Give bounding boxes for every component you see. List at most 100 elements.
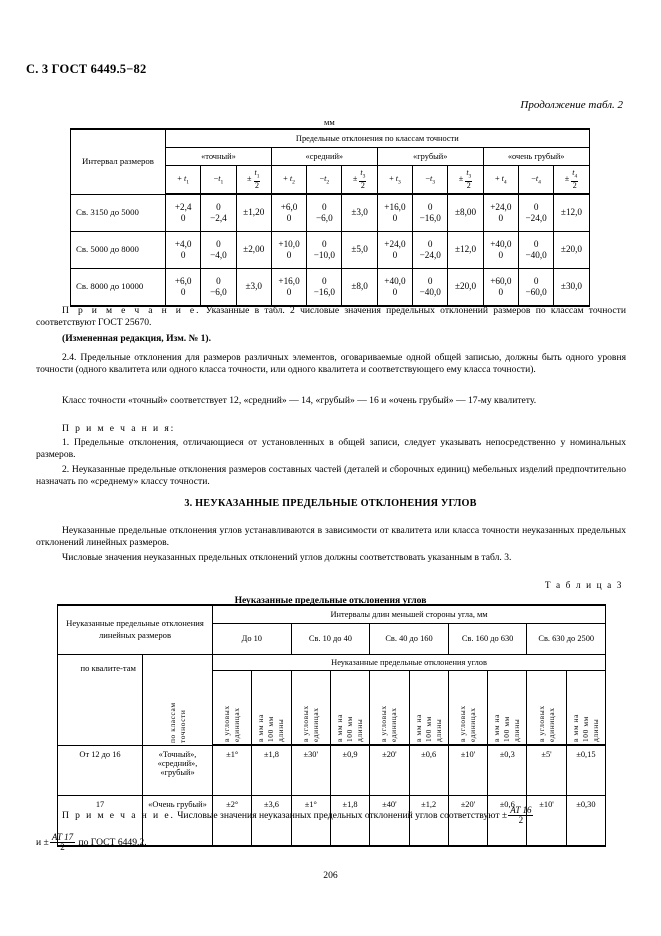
table-2-cell: 0 −10,0 [306,231,343,269]
table-2-cell: ±20,0 [553,231,590,269]
table-3-left-header: Неуказанные предельные отклонения линейн… [56,604,214,655]
table-2-col-plus-t3: + t3 [376,165,414,195]
table-2-cell: 0 −6,0 [306,193,343,232]
table-3-col-mm: в мм на 100 мм длины [251,670,292,746]
table-2-cell: ±30,0 [553,268,590,307]
table-3-col-angular: в угловых единицах [447,670,489,746]
table-2-row-header: Интервал размеров [70,128,166,195]
table-2-cell: 0 −6,0 [200,268,237,307]
table-row: От 12 до 16 «Точный», «средний», «грубый… [57,744,607,796]
table-3-col-angular: в угловых единицах [369,670,410,746]
table-3-caption: Неуказанные предельные отклонения углов [234,595,427,606]
notes-lead: П р и м е ч а н и я: [62,423,176,434]
table-3-cell: ±5' [526,744,567,796]
table-2-cell: +16,0 0 [376,193,414,232]
table-2-row-label: Св. 3150 до 5000 [70,193,166,232]
note-lead: П р и м е ч а н и е. [62,305,201,316]
table-3-col-mm: в мм на 100 мм длины [487,670,528,746]
table-2-cell: ±12,0 [447,231,484,269]
table-row: 17 «Очень грубый» ±2° ±3,6 ±1° ±1,8 ±40'… [57,794,607,847]
revision-note: (Измененная редакция, Изм. № 1). [62,333,212,344]
table-3-col-class: по классам точности [141,654,214,746]
table-2-wrapper: Интервал размеров Предельные отклонения … [70,128,590,307]
clause-2-4: 2.4. Предельные отклонения для размеров … [36,352,626,376]
table-3-interval: До 10 [212,623,292,655]
table-2-cell: +16,0 0 [270,268,308,307]
table-2-span-header: Предельные отклонения по классам точност… [165,128,590,148]
table-3-wrapper: Неуказанные предельные отклонения линейн… [56,604,607,847]
table-2-cell: +6,0 0 [270,193,308,232]
table-2-group-row: «точный» «средний» «грубый» «очень грубы… [71,147,590,166]
footnote-text-2: по ГОСТ 6449.2. [76,837,147,849]
table-2-cell: +60,0 0 [482,268,519,307]
table-2-cell: +24,0 0 [376,231,414,269]
table-2-col-plus-t2: + t2 [270,165,308,195]
table-2-cell: ±1,20 [235,193,272,232]
table-3: Неуказанные предельные отклонения линейн… [56,604,607,847]
table-3-col-mm: в мм на 100 мм длины [408,670,449,746]
table-2-cell: 0 −24,0 [517,193,555,232]
table-2-group-coarse: «грубый» [376,147,484,166]
table-2-cell: 0 −40,0 [517,231,555,269]
table-3-cell: ±1,8 [329,794,371,847]
table-3-cell: ±0,3 [487,744,528,796]
table-2-col-pm-t1-half: ± t1 2 [235,165,272,195]
table-3-col-angular: в угловых единицах [212,670,253,746]
table-3-footnote: П р и м е ч а н и е. Числовые значения н… [36,805,628,826]
table-2-group-precise: «точный» [165,147,272,166]
table-2-col-pm-t3-half: ± t3 2 [447,165,484,195]
table-3-interval: Св. 10 до 40 [290,623,371,655]
table-2-cell: 0 −4,0 [200,231,237,269]
table-3-cell: ±1° [212,744,253,796]
table-3-footnote-2: и ± AT 17 2 по ГОСТ 6449.2. [36,832,628,853]
table-2-cell: +10,0 0 [270,231,308,269]
note-2: 2. Неуказанные предельные отклонения раз… [36,464,626,488]
table-3-cell: ±40' [369,794,410,847]
table-2-group-very-coarse: «очень грубый» [482,147,590,166]
table-row: Св. 8000 до 10000 +6,0 0 0 −6,0 ±3,0 +16,0… [70,268,590,307]
table-2-col-minus-t3: −t3 [412,165,449,195]
section-3-para-1: Неуказанные предельные отклонения углов … [36,525,626,549]
table-2-cell: ±2,00 [235,231,272,269]
table-2-cell: ±20,0 [447,268,484,307]
table-3-cell: ±20' [447,794,489,847]
table-2-cell: ±8,00 [447,193,484,232]
table-2-col-plus-t1: + t1 [164,165,202,195]
table-2-cell: +4,0 0 [164,231,202,269]
footnote-fraction-at17: AT 17 2 [49,832,76,853]
table-2-col-pm-t4-half: ± t4 2 [553,165,590,195]
table-3-col-quality: по квалите-там [57,654,143,746]
table-row: Св. 5000 до 8000 +4,0 0 0 −4,0 ±2,00 +10,0… [70,231,590,269]
table-2-cell: 0 −16,0 [412,193,449,232]
table-3-col-mm: в мм на 100 мм длины [565,670,607,746]
table-3-quality: 17 [57,794,143,847]
table-3-cell: ±0,6 [487,794,528,847]
table-3-cell: ±2° [212,794,253,847]
table-2-subheader-row: + t1 −t1 ± t1 2 + t2 −t2 ± t3 2 + t3 −t3 ±… [71,165,590,195]
table-2-cell: 0 −24,0 [412,231,449,269]
table-2-col-minus-t4: −t4 [517,165,555,195]
table-3-interval: Св. 40 до 160 [369,623,449,655]
table-3-interval: Св. 160 до 630 [447,623,528,655]
table-3-number: Т а б л и ц а 3 [544,581,623,591]
table-2-cell: +40,0 0 [482,231,519,269]
page-number: 206 [323,870,338,881]
table-3-col-angular: в угловых единицах [290,670,331,746]
table-2-cell: ±8,0 [341,268,378,307]
clause-2-4-b: Класс точности «точный» соответствует 12… [62,395,537,406]
table-2-cell: ±12,0 [553,193,590,232]
table-3-cell: ±20' [369,744,410,796]
table-3-sub-span-row: по квалите-там по классам точности Неука… [57,654,607,746]
table-3-quality: От 12 до 16 [57,744,143,796]
table-3-sub-span-header: Неуказанные предельные отклонения углов [212,654,607,671]
table-2-cell: 0 −2,4 [200,193,237,232]
footnote-text-1: Числовые значения неуказанных предельных… [174,810,508,822]
table-3-intervals-header-row: Неуказанные предельные отклонения линейн… [56,604,607,655]
table-3-cell: ±0,15 [565,744,607,796]
table-3-cell: ±0,30 [565,794,607,847]
table-2-cell: ±3,0 [341,193,378,232]
table-3-class: «Точный», «средний», «грубый» [141,744,214,796]
table-2-col-minus-t2: −t2 [306,165,343,195]
section-3-para-2: Числовые значения неуказанных предельных… [62,552,512,563]
table-2-cell: 0 −60,0 [517,268,555,307]
